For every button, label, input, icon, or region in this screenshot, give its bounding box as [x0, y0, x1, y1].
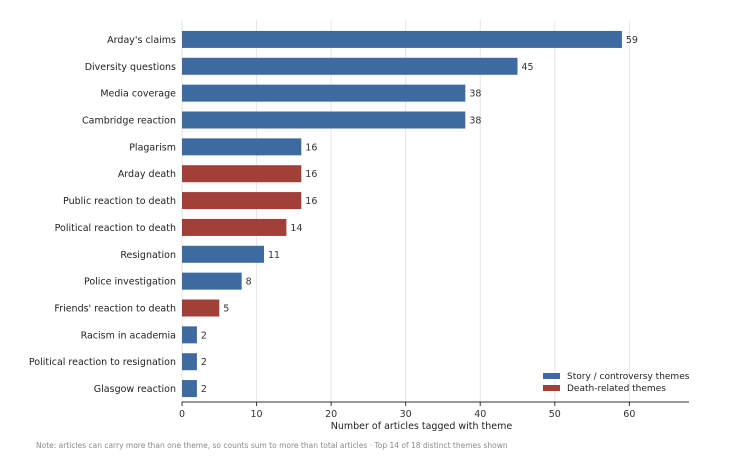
category-labels: Arday's claims Diversity questions Media c…: [29, 35, 176, 395]
category-label: Arday's claims: [107, 35, 176, 46]
category-label: Friends' reaction to death: [54, 304, 176, 315]
bar: [182, 138, 302, 156]
bar: [182, 84, 466, 102]
bar: [182, 272, 242, 290]
value-label: 59: [626, 35, 638, 46]
x-tick-label: 30: [400, 409, 412, 420]
category-label: Racism in academia: [81, 330, 176, 341]
category-label: Resignation: [120, 250, 176, 261]
value-label: 16: [305, 196, 317, 207]
bar: [182, 57, 518, 75]
bar: [182, 380, 197, 398]
legend-swatch: [543, 385, 560, 391]
category-label: Plagarism: [129, 142, 176, 153]
category-label: Arday death: [118, 169, 176, 180]
x-ticks: 0 10 20 30 40 50 60: [179, 402, 635, 420]
x-tick-label: 10: [251, 409, 263, 420]
category-label: Political reaction to resignation: [29, 357, 176, 368]
value-label: 16: [305, 169, 317, 180]
x-tick-label: 50: [549, 409, 561, 420]
x-tick-label: 0: [179, 409, 185, 420]
value-labels: 59 45 38 38 16 16 16 14 11 8 5 2 2 2: [201, 35, 638, 395]
category-label: Cambridge reaction: [82, 116, 176, 127]
x-tick-label: 60: [623, 409, 635, 420]
value-label: 2: [201, 357, 207, 368]
x-tick-label: 40: [474, 409, 486, 420]
value-label: 38: [469, 116, 481, 127]
gridlines: [181, 20, 630, 402]
bar: [182, 30, 622, 48]
value-label: 8: [246, 277, 252, 288]
category-label: Political reaction to death: [55, 223, 176, 234]
value-label: 2: [201, 384, 207, 395]
bar: [182, 326, 197, 344]
legend-label: Story / controversy themes: [567, 372, 690, 382]
value-label: 14: [290, 223, 302, 234]
legend: Story / controversy themes Death-related …: [543, 372, 690, 394]
bar: [182, 245, 265, 263]
category-label: Media coverage: [100, 89, 176, 100]
bar: [182, 192, 302, 210]
bars: [182, 30, 622, 398]
category-label: Public reaction to death: [63, 196, 176, 207]
value-label: 38: [469, 89, 481, 100]
bar: [182, 165, 302, 183]
category-label: Police investigation: [84, 277, 176, 288]
value-label: 5: [223, 304, 229, 315]
legend-swatch: [543, 373, 560, 379]
x-axis-title: Number of articles tagged with theme: [331, 421, 513, 432]
category-label: Glasgow reaction: [94, 384, 176, 395]
bar: [182, 299, 220, 317]
value-label: 2: [201, 330, 207, 341]
category-label: Diversity questions: [85, 62, 176, 73]
bar: [182, 353, 197, 371]
value-label: 11: [268, 250, 280, 261]
value-label: 45: [522, 62, 534, 73]
bar: [182, 111, 466, 129]
value-label: 16: [305, 142, 317, 153]
x-tick-label: 20: [325, 409, 337, 420]
footnote: Note: articles can carry more than one t…: [36, 441, 508, 450]
legend-label: Death-related themes: [567, 384, 666, 394]
bar: [182, 218, 287, 236]
